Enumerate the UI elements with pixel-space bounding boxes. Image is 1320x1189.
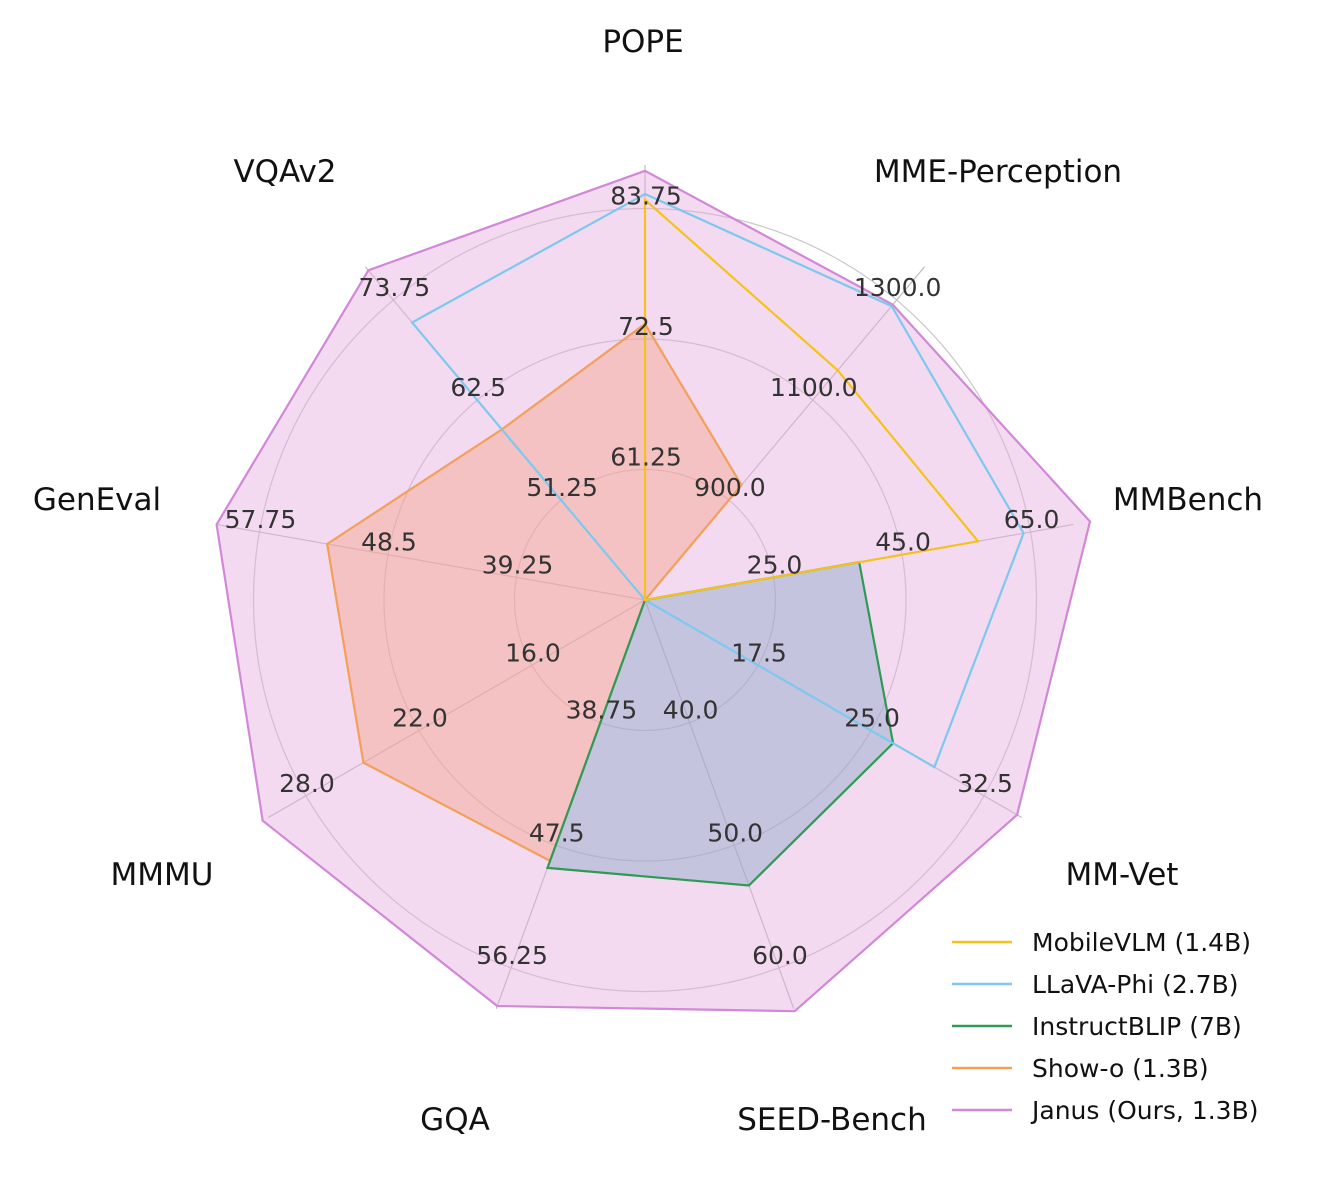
tick-label: 1100.0: [770, 373, 857, 402]
legend-label-instructblip-7b: InstructBLIP (7B): [1032, 1012, 1242, 1041]
axis-label-pope: POPE: [602, 24, 683, 60]
axis-label-mme-perception: MME-Perception: [874, 154, 1122, 190]
tick-label: 62.5: [450, 373, 506, 402]
tick-label: 50.0: [707, 818, 763, 847]
legend-label-janus-ours-1-3b: Janus (Ours, 1.3B): [1030, 1096, 1259, 1125]
tick-label: 32.5: [957, 769, 1013, 798]
axis-label-seed-bench: SEED-Bench: [737, 1102, 926, 1138]
legend-label-llava-phi-2-7b: LLaVA-Phi (2.7B): [1032, 970, 1238, 999]
tick-label: 45.0: [875, 528, 931, 557]
legend-label-show-o-1-3b: Show-o (1.3B): [1032, 1054, 1209, 1083]
axis-label-geneval: GenEval: [33, 482, 161, 518]
tick-label: 25.0: [844, 704, 900, 733]
radar-axis-labels: POPE MME-Perception MMBench MM-Vet SEED-Benc…: [33, 24, 1263, 1138]
series-mobilevlm-1-4b: [643, 197, 981, 602]
tick-label: 22.0: [392, 704, 448, 733]
tick-label: 60.0: [752, 941, 808, 970]
axis-label-mm-vet: MM-Vet: [1066, 857, 1179, 893]
tick-label: 1300.0: [854, 273, 941, 302]
series-llava-phi-2-7b: [410, 192, 1025, 769]
tick-label: 48.5: [361, 528, 417, 557]
tick-label: 38.75: [566, 696, 638, 725]
tick-label: 51.25: [526, 473, 598, 502]
tick-label: 72.5: [618, 312, 674, 341]
spoke-seed-bench: [644, 599, 795, 1009]
legend-label-mobilevlm-1-4b: MobileVLM (1.4B): [1032, 928, 1251, 957]
tick-label: 28.0: [279, 769, 335, 798]
tick-label: 39.25: [482, 550, 554, 579]
axis-label-vqav2: VQAv2: [233, 154, 336, 190]
tick-label: 900.0: [694, 473, 766, 502]
tick-label: 17.5: [731, 638, 787, 667]
spoke-geneval: [216, 523, 646, 601]
legend: MobileVLM (1.4B) LLaVA-Phi (2.7B) Instruct…: [952, 928, 1259, 1125]
tick-label: 40.0: [663, 696, 719, 725]
series-show-o-1-3b: [325, 322, 743, 863]
spoke-mmmu: [267, 599, 646, 819]
tick-label: 65.0: [1004, 505, 1060, 534]
radar-tick-labels: 61.25 72.5 83.75 900.0 1100.0 1300.0 25.0 45.0 6…: [225, 182, 1060, 970]
tick-label: 16.0: [505, 638, 561, 667]
tick-label: 56.25: [476, 941, 548, 970]
tick-label: 73.75: [359, 273, 431, 302]
tick-label: 83.75: [610, 182, 682, 211]
axis-label-gqa: GQA: [420, 1102, 490, 1138]
tick-label: 25.0: [747, 550, 803, 579]
tick-label: 61.25: [610, 443, 682, 472]
tick-label: 47.5: [529, 818, 585, 847]
radar-series: [215, 169, 1092, 1013]
tick-label: 57.75: [225, 505, 297, 534]
axis-label-mmmu: MMMU: [111, 857, 214, 893]
axis-label-mmbench: MMBench: [1113, 482, 1263, 518]
